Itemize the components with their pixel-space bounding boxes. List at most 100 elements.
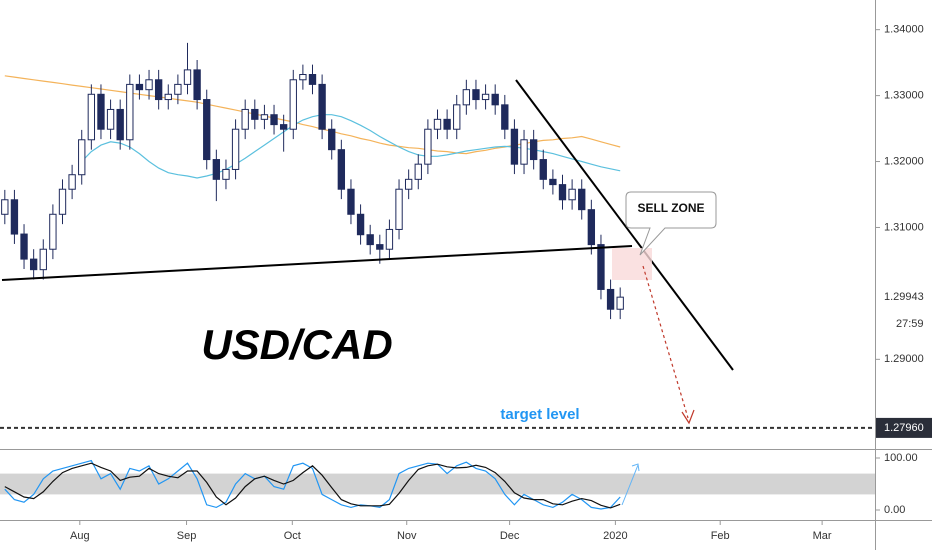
x-tick-label: Sep (177, 530, 197, 542)
candle-body (472, 89, 480, 101)
candle-body (529, 139, 538, 161)
candle-body (510, 128, 519, 165)
candle-body (568, 188, 576, 201)
candle-body (606, 288, 615, 310)
candle-body (328, 128, 336, 151)
candle-body (10, 199, 19, 235)
candle-body (241, 108, 249, 130)
candle-body (337, 149, 346, 190)
target-box (876, 417, 932, 438)
y-tick-label: 1.33000 (884, 90, 924, 102)
projection-arrow-head (631, 463, 640, 472)
candle-body (164, 93, 172, 101)
candle-body (106, 108, 115, 130)
candle-body (424, 128, 432, 165)
candle-body (193, 69, 201, 101)
oscillator-band (0, 473, 875, 495)
candle-body (154, 79, 163, 101)
candle-body (97, 93, 105, 130)
candle-body (385, 228, 394, 250)
candle-body (318, 83, 326, 130)
candle-body (231, 128, 240, 170)
candle-body (116, 108, 124, 141)
candle-body (462, 89, 471, 106)
candle-body (212, 159, 221, 180)
candle-body (308, 74, 317, 85)
y-tick-label: 1.31000 (884, 221, 924, 233)
x-tick-label: Mar (813, 530, 832, 542)
candle-body (222, 168, 230, 180)
target-arrow (642, 265, 689, 419)
candle-body (347, 188, 355, 215)
candle-body (501, 104, 509, 130)
x-tick-label: 2020 (603, 530, 627, 542)
candle-body (539, 159, 547, 180)
y-tick-label: 1.32000 (884, 155, 924, 167)
candle-body (366, 234, 374, 246)
candle-body (616, 296, 624, 310)
candle-body (279, 124, 288, 130)
y-tick-label: 1.29000 (884, 353, 924, 365)
candle-body (251, 108, 259, 120)
projection-arrow (621, 464, 639, 506)
oscillator-line (4, 459, 621, 510)
oscillator-line (4, 462, 621, 509)
x-tick-label: Oct (284, 530, 301, 542)
x-tick-label: Dec (500, 530, 520, 542)
target-price-label: 1.27960 (884, 422, 924, 434)
target-text: target level (500, 406, 579, 423)
candle-body (549, 178, 557, 186)
candle-body (49, 213, 57, 250)
candle-body (203, 99, 211, 161)
candle-body (174, 83, 182, 95)
callout-text: SELL ZONE (637, 201, 704, 215)
candle-body (404, 178, 413, 190)
countdown: 27:59 (896, 318, 924, 330)
candle-body (135, 83, 144, 91)
price-pane (1, 42, 624, 320)
candle-body (126, 83, 134, 141)
candle-body (356, 213, 365, 236)
candle-body (289, 79, 297, 130)
candle-body (414, 163, 422, 180)
neckline (1, 245, 633, 281)
candle-body (78, 139, 86, 176)
candle-body (443, 118, 451, 130)
sell-zone (612, 248, 652, 280)
candle-body (299, 74, 307, 81)
candle-body (29, 258, 38, 271)
candle-body (183, 69, 192, 85)
oscillator-tick-label: 100.00 (884, 452, 918, 464)
callout-box (625, 191, 717, 256)
x-tick-label: Feb (711, 530, 730, 542)
candle-body (87, 93, 96, 141)
candle-body (376, 244, 384, 250)
candle-body (491, 93, 499, 106)
candle-body (481, 93, 490, 101)
y-tick-label: 1.34000 (884, 24, 924, 36)
trendline (515, 79, 734, 371)
candle-body (145, 79, 153, 91)
x-tick-label: Nov (397, 530, 417, 542)
candle-body (597, 244, 605, 290)
candle-body (587, 209, 596, 246)
candle-body (20, 233, 28, 260)
candle-body (1, 199, 9, 215)
x-tick-label: Aug (70, 530, 90, 542)
candle-body (578, 188, 586, 211)
candle-body (395, 188, 403, 230)
target-arrow-head (681, 409, 695, 425)
candle-body (453, 104, 461, 130)
candle-body (520, 139, 528, 165)
chart-title: USD/CAD (201, 321, 392, 368)
candle-body (433, 118, 442, 130)
oscillator-tick-label: 0.00 (884, 504, 905, 516)
candle-body (270, 114, 278, 126)
candle-body (558, 184, 567, 201)
oscillator-pane: 100.00 0.00 (0, 452, 918, 516)
last-price-label: 1.29943 (884, 291, 924, 303)
candle-body (58, 188, 67, 215)
candle-body (39, 248, 47, 271)
candle-body (260, 114, 269, 120)
